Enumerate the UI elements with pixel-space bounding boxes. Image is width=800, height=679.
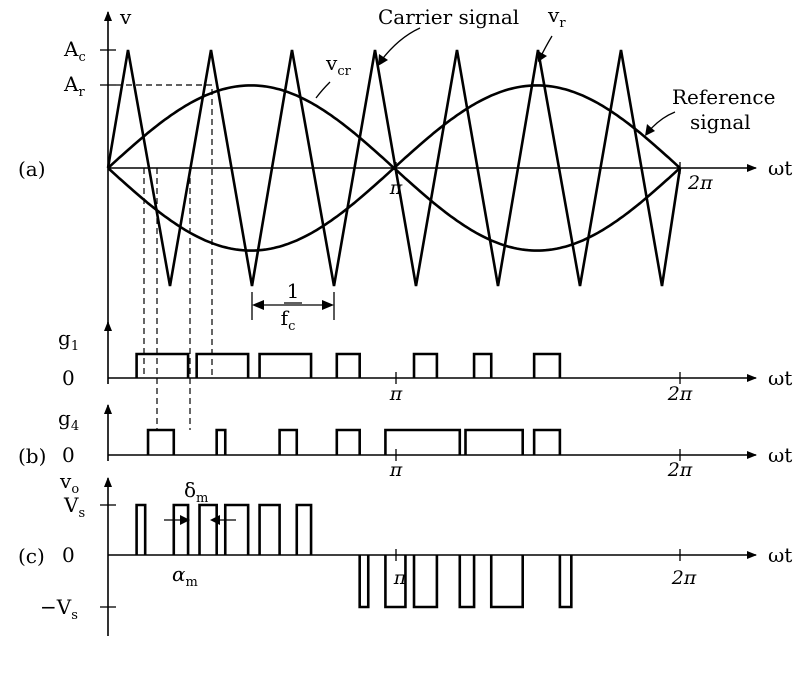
vo-positive-pulse-4 bbox=[223, 503, 250, 555]
g4-zero-label: 0 bbox=[62, 443, 75, 467]
g4-pulse-train bbox=[146, 428, 562, 455]
g4-label: g4 bbox=[58, 406, 79, 434]
vo-negative-pulse-2 bbox=[384, 555, 407, 609]
reference-callout-arrow bbox=[645, 124, 655, 136]
g4-pulse-3 bbox=[278, 428, 299, 455]
vs-label: Vs bbox=[63, 493, 85, 521]
neg-vs-label: −Vs bbox=[40, 595, 78, 623]
g4-pi-label: π bbox=[389, 459, 403, 481]
a-2pi-label: 2π bbox=[687, 172, 713, 194]
period-denominator: fc bbox=[281, 306, 296, 334]
vo-negative-pulse-1 bbox=[358, 555, 370, 609]
period-numerator: 1 bbox=[287, 279, 300, 303]
g1-pulse-7 bbox=[532, 352, 562, 378]
vo-negative-pulse-6 bbox=[558, 555, 573, 609]
a-wt-axis-label: ωt bbox=[768, 156, 792, 180]
g4-pulse-6 bbox=[464, 428, 524, 455]
ar-label: Ar bbox=[63, 72, 85, 100]
panel-g1: g1 0 ωt π 2π bbox=[58, 321, 792, 405]
reference-label-line2: signal bbox=[690, 110, 751, 134]
reference-label-line1: Reference bbox=[672, 85, 775, 109]
g1-pulse-5 bbox=[412, 352, 439, 378]
vcr-label: vcr bbox=[325, 51, 352, 79]
vo-negative-pulse-3 bbox=[412, 555, 439, 609]
g1-pulse-4 bbox=[335, 352, 361, 378]
ar-dashed-guide bbox=[116, 84, 213, 378]
carrier-callout-line bbox=[379, 27, 421, 63]
g1-pulse-3 bbox=[258, 352, 313, 378]
g1-pulse-train bbox=[135, 352, 562, 378]
period-arrow-left bbox=[252, 300, 264, 310]
g1-label: g1 bbox=[58, 326, 79, 354]
g4-pulse-1 bbox=[146, 428, 176, 455]
g1-zero-label: 0 bbox=[62, 366, 75, 390]
g4-pulse-5 bbox=[384, 428, 462, 455]
reference-negative-sine bbox=[107, 166, 681, 252]
g4-pulse-4 bbox=[335, 428, 361, 455]
vr-callout-arrow bbox=[538, 51, 547, 62]
vo-2pi-label: 2π bbox=[671, 567, 697, 589]
a-pi-label: π bbox=[389, 177, 403, 199]
vo-pulse-train bbox=[135, 503, 573, 609]
vo-negative-pulse-5 bbox=[489, 555, 524, 609]
a-v-axis-label: v bbox=[119, 5, 132, 29]
vo-positive-pulse-5 bbox=[258, 503, 281, 555]
g4-pulse-2 bbox=[215, 428, 227, 455]
g1-pulse-6 bbox=[472, 352, 493, 378]
panel-a-tag: (a) bbox=[18, 157, 46, 181]
panel-g4: g4 (b) 0 ωt π 2π bbox=[18, 404, 792, 481]
vcr-callout-line bbox=[315, 81, 331, 99]
vo-zero-label: 0 bbox=[62, 543, 75, 567]
vo-positive-pulse-1 bbox=[135, 503, 147, 555]
g4-wt-label: ωt bbox=[768, 443, 792, 467]
panel-a: 1 fc (a) v ωt Ac Ar Carrier signal vr vc… bbox=[18, 3, 792, 430]
vo-pi-label: π bbox=[393, 567, 407, 589]
vo-negative-pulse-4 bbox=[458, 555, 476, 609]
g1-pulse-2 bbox=[195, 352, 250, 378]
delta-arrow-left bbox=[180, 515, 190, 525]
vo-wt-label: ωt bbox=[768, 543, 792, 567]
g4-pulse-7 bbox=[532, 428, 562, 455]
g1-wt-label: ωt bbox=[768, 366, 792, 390]
g1-pi-label: π bbox=[389, 383, 403, 405]
period-arrow-right bbox=[322, 300, 334, 310]
panel-vo: vo Vs −Vs (c) 0 ωt δm αm π 2π bbox=[18, 469, 792, 636]
delta-m-label: δm bbox=[184, 478, 208, 506]
vo-label: vo bbox=[59, 469, 79, 497]
panel-b-tag: (b) bbox=[18, 444, 46, 468]
g1-2pi-label: 2π bbox=[667, 383, 693, 405]
g1-pulse-1 bbox=[135, 352, 190, 378]
carrier-callout-arrow bbox=[378, 54, 388, 66]
alpha-m-label: αm bbox=[172, 562, 198, 590]
ac-label: Ac bbox=[63, 37, 86, 65]
g4-2pi-label: 2π bbox=[667, 459, 693, 481]
vo-positive-pulse-6 bbox=[295, 503, 313, 555]
carrier-signal-label: Carrier signal bbox=[378, 5, 519, 29]
delta-arrow-right bbox=[210, 515, 220, 525]
vo-positive-pulse-2 bbox=[172, 503, 190, 555]
vo-positive-pulse-3 bbox=[198, 503, 218, 555]
panel-c-tag: (c) bbox=[18, 544, 45, 568]
vr-label: vr bbox=[547, 3, 566, 31]
